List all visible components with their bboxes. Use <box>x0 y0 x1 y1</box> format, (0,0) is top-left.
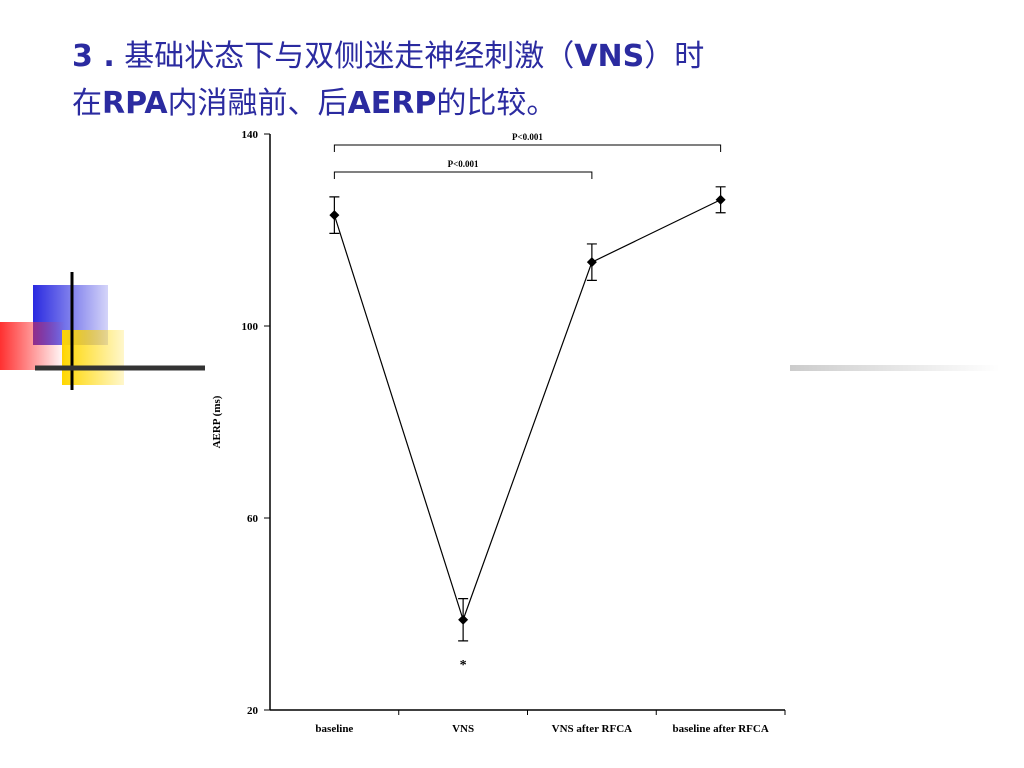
y-tick-label: 100 <box>242 321 259 333</box>
x-tick-label: VNS <box>452 723 474 735</box>
y-tick-label: 20 <box>247 705 259 717</box>
title-part: 的比较。 <box>436 86 556 121</box>
annotation: P<0.001 <box>448 159 479 169</box>
slide-title: 在RPA内消融前、后AERP的比较。 <box>72 86 556 121</box>
y-tick-label: 60 <box>247 513 259 525</box>
point <box>586 257 597 268</box>
slide-title: 3 . 基础状态下与双侧迷走神经刺激（VNS）时 <box>72 39 704 74</box>
bracket <box>333 171 593 179</box>
decoration <box>0 272 1000 390</box>
point <box>329 210 340 221</box>
point <box>715 194 726 205</box>
title-part: 在 <box>72 86 102 121</box>
x-tick-label: baseline after RFCA <box>672 723 768 735</box>
annotation: * <box>460 658 467 673</box>
title-part: RPA <box>102 86 168 121</box>
title-part: ）时 <box>644 39 704 74</box>
title-part: VNS <box>574 39 644 74</box>
y-axis-label: AERP (ms) <box>211 395 223 448</box>
title-part: 基础状态下与双侧迷走神经刺激（ <box>115 39 575 74</box>
line <box>333 199 721 622</box>
y-tick-label: 140 <box>242 129 259 141</box>
bracket <box>333 144 722 152</box>
x-tick-label: baseline <box>315 723 353 735</box>
chart: 20 60 100 140 AERP (ms) baseline VNS VNS after … <box>211 129 786 735</box>
annotation: P<0.001 <box>512 132 543 142</box>
title-part: 3 . <box>72 39 115 74</box>
x-tick-label: VNS after RFCA <box>552 723 633 735</box>
title-part: AERP <box>348 86 437 121</box>
point <box>458 614 469 625</box>
title-part: 内消融前、后 <box>168 86 348 121</box>
